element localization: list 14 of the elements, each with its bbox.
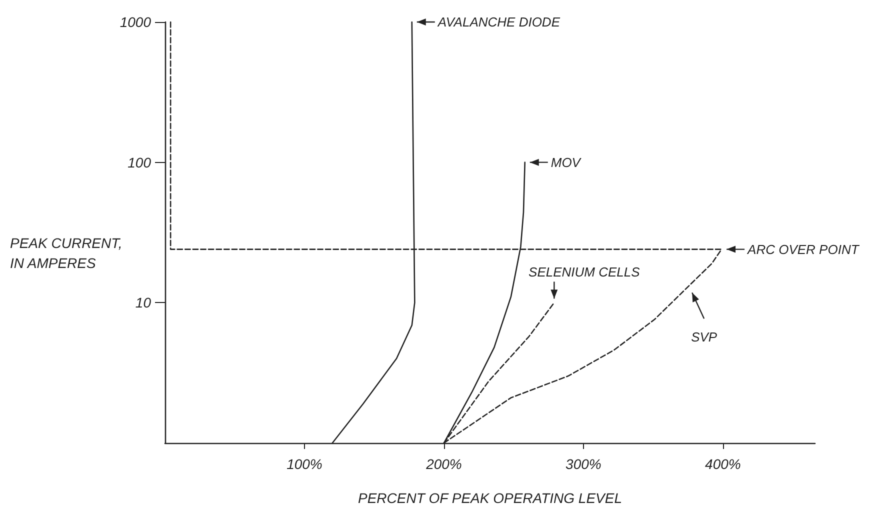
annotation: MOV (550, 154, 582, 170)
annotation: AVALANCHE DIODE (436, 14, 560, 30)
annotation: SVP (691, 330, 718, 345)
annotation: SELENIUM CELLS (528, 264, 640, 280)
x-axis-title: PERCENT OF PEAK OPERATING LEVEL (358, 490, 622, 506)
x-tick-label: 300% (566, 456, 602, 472)
y-tick-label: 10 (135, 294, 152, 311)
x-tick-label: 200% (425, 456, 462, 472)
y-axis-title: PEAK CURRENT, IN AMPERES (10, 235, 126, 271)
y-tick-label: 1000 (120, 14, 152, 30)
y-tick-label: 100 (128, 154, 152, 170)
x-tick-label: 400% (705, 456, 741, 472)
x-tick-label: 100% (286, 456, 322, 472)
annotation: ARC OVER POINT (746, 242, 860, 257)
